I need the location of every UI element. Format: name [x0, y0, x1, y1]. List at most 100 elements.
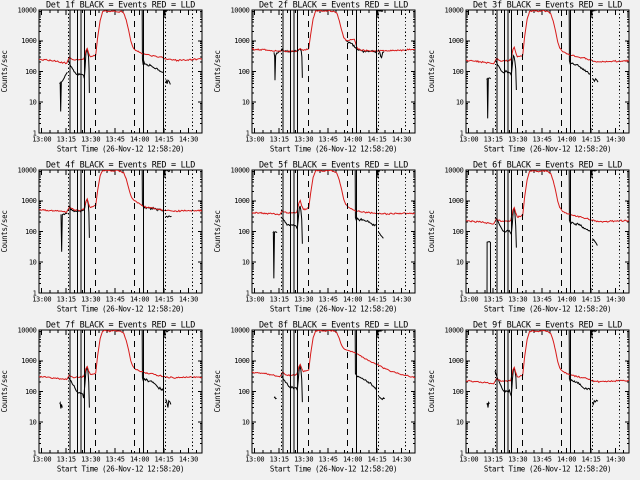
- x-tick-label: 14:15: [368, 455, 387, 463]
- x-axis-label: Start Time (26-Nov-12 12:58:20): [270, 464, 397, 473]
- panel-det-7f: 13:00 13:15 13:30 13:45 14:00 14:15 14:30 1 10 10…: [0, 321, 203, 473]
- x-tick-label: 13:15: [270, 135, 289, 143]
- panel-det-2f: 13:00 13:15 13:30 13:45 14:00 14:15 14:30 1 10 10…: [213, 1, 416, 153]
- y-tick-label: 1: [246, 129, 250, 137]
- curves-group: [38, 330, 202, 409]
- y-tick-label: 1000: [21, 37, 36, 45]
- lld-curve: [252, 10, 416, 53]
- events-curve: [59, 401, 63, 409]
- panel-title: Det 3f BLACK = Events RED = LLD: [473, 1, 622, 11]
- x-tick-label: 13:30: [294, 455, 313, 463]
- y-tick-label: 10000: [17, 167, 36, 175]
- y-axis-label: Counts/sec: [213, 370, 222, 412]
- events-curve: [281, 364, 304, 403]
- y-tick-label: 1: [246, 289, 250, 297]
- x-tick-label: 14:15: [581, 135, 600, 143]
- x-tick-label: 14:30: [392, 295, 411, 303]
- x-axis-label: Start Time (26-Nov-12 12:58:20): [57, 144, 184, 153]
- y-axis-label: Counts/sec: [213, 50, 222, 92]
- panel-title: Det 9f BLACK = Events RED = LLD: [473, 321, 622, 331]
- events-curve: [141, 330, 164, 392]
- events-curve: [494, 367, 517, 397]
- events-curve: [486, 241, 491, 293]
- x-axis-label: Start Time (26-Nov-12 12:58:20): [484, 144, 611, 153]
- lld-curve: [465, 330, 629, 385]
- x-tick-label: 13:45: [106, 135, 125, 143]
- events-curve: [591, 77, 599, 83]
- events-curve: [377, 330, 384, 338]
- y-tick-label: 100: [238, 228, 250, 236]
- y-tick-label: 10: [456, 99, 464, 107]
- y-tick-label: 10: [456, 419, 464, 427]
- x-tick-label: 13:45: [532, 135, 551, 143]
- x-tick-label: 13:00: [246, 455, 265, 463]
- y-tick-label: 100: [25, 68, 37, 76]
- events-curve: [486, 401, 490, 408]
- plot-frame: [465, 329, 630, 454]
- panel-title: Det 2f BLACK = Events RED = LLD: [259, 1, 408, 11]
- lld-curve: [38, 10, 202, 65]
- curves-group: [465, 170, 629, 293]
- curves-group: [465, 330, 629, 408]
- events-curve: [165, 79, 171, 85]
- panel-title: Det 1f BLACK = Events RED = LLD: [46, 1, 195, 11]
- y-tick-label: 1: [33, 449, 37, 457]
- events-curve: [568, 10, 591, 75]
- y-tick-label: 100: [452, 228, 464, 236]
- x-tick-label: 13:45: [319, 295, 338, 303]
- lld-curve: [38, 330, 202, 381]
- plot-frame: [251, 169, 416, 294]
- y-tick-label: 10: [242, 419, 250, 427]
- x-tick-label: 14:15: [581, 295, 600, 303]
- x-tick-label: 13:00: [246, 295, 265, 303]
- y-tick-label: 1: [33, 129, 37, 137]
- x-tick-label: 13:15: [483, 295, 502, 303]
- lld-curve: [38, 170, 202, 213]
- curves-group: [38, 170, 202, 252]
- events-curve: [141, 170, 164, 212]
- y-tick-label: 10000: [17, 7, 36, 15]
- y-tick-label: 10: [29, 99, 37, 107]
- x-tick-label: 14:30: [179, 135, 198, 143]
- y-tick-label: 1: [459, 289, 463, 297]
- events-curve: [67, 365, 90, 408]
- x-tick-label: 13:15: [57, 135, 76, 143]
- x-tick-label: 13:45: [532, 455, 551, 463]
- panel-title: Det 5f BLACK = Events RED = LLD: [259, 161, 408, 171]
- events-curve: [273, 50, 282, 81]
- events-curve: [67, 47, 90, 93]
- x-tick-label: 13:30: [81, 455, 100, 463]
- x-tick-label: 13:00: [32, 135, 51, 143]
- x-tick-label: 14:00: [557, 135, 576, 143]
- x-tick-label: 13:15: [270, 455, 289, 463]
- x-tick-label: 13:00: [246, 135, 265, 143]
- events-curve: [59, 71, 68, 112]
- x-tick-label: 14:15: [154, 295, 173, 303]
- curves-group: [252, 170, 416, 279]
- panel-title: Det 4f BLACK = Events RED = LLD: [46, 161, 195, 171]
- y-tick-label: 10: [242, 259, 250, 267]
- x-tick-label: 13:15: [270, 295, 289, 303]
- x-tick-label: 14:30: [606, 295, 625, 303]
- x-tick-label: 13:00: [459, 295, 478, 303]
- y-tick-label: 1000: [235, 37, 250, 45]
- plot-frame: [38, 169, 203, 294]
- panel-det-1f: 13:00 13:15 13:30 13:45 14:00 14:15 14:30 1 10 10…: [0, 1, 203, 153]
- events-curve: [355, 170, 377, 227]
- panel-det-3f: 13:00 13:15 13:30 13:45 14:00 14:15 14:30 1 10 10…: [427, 1, 630, 153]
- x-tick-label: 13:30: [81, 135, 100, 143]
- panel-det-6f: 13:00 13:15 13:30 13:45 14:00 14:15 14:30 1 10 10…: [427, 161, 630, 313]
- y-axis-label: Counts/sec: [0, 210, 9, 252]
- events-curve: [272, 230, 278, 279]
- events-curve: [494, 54, 517, 91]
- y-tick-label: 10000: [231, 7, 250, 15]
- x-tick-label: 14:30: [392, 135, 411, 143]
- x-tick-label: 13:45: [319, 455, 338, 463]
- y-tick-label: 10000: [231, 167, 250, 175]
- x-tick-label: 13:00: [32, 455, 51, 463]
- lld-curve: [252, 170, 416, 216]
- events-curve: [591, 399, 598, 406]
- x-tick-label: 13:00: [459, 135, 478, 143]
- events-curve: [281, 48, 304, 78]
- x-tick-label: 14:00: [343, 135, 362, 143]
